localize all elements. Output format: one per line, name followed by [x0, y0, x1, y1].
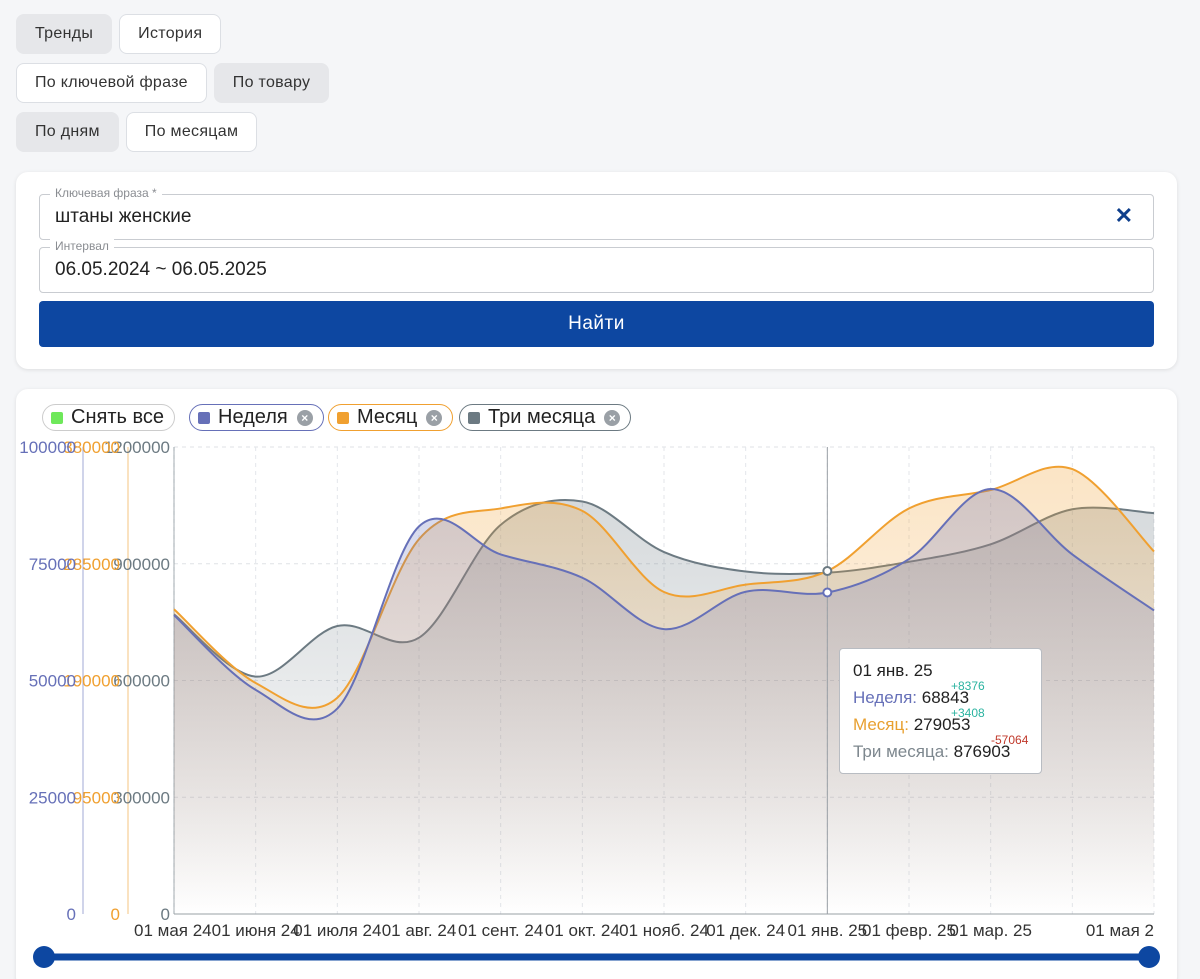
legend-item-month[interactable]: Месяц × — [328, 404, 454, 431]
remove-circle-icon[interactable]: × — [604, 409, 621, 426]
y-axis-tick-label: 25000 — [29, 788, 76, 807]
tooltip-title: 01 янв. 25 — [853, 661, 933, 680]
x-axis-tick-label: 01 мая 24 — [134, 921, 212, 940]
tooltip-row-three-months: Три месяца: 876903 -57064 — [853, 733, 1029, 761]
x-axis-tick-label: 01 мая 2 — [1086, 921, 1154, 940]
x-axis-tick-label: 01 июля 24 — [293, 921, 381, 940]
search-by-keyword-button[interactable]: По ключевой фразе — [16, 63, 207, 103]
granularity-toggle-group: По дням По месяцам — [16, 112, 258, 152]
x-axis-tick-label: 01 янв. 25 — [788, 921, 868, 940]
interval-field-label: Интервал — [50, 238, 114, 254]
search-form-card: Ключевая фраза * штаны женские ✕ Интерва… — [16, 172, 1177, 369]
x-axis-tick-label: 01 сент. 24 — [458, 921, 543, 940]
y-axis-tick-label: 900000 — [113, 555, 170, 574]
range-slider-start-handle[interactable] — [33, 946, 55, 968]
series-area — [174, 489, 1154, 914]
by-days-button[interactable]: По дням — [16, 112, 119, 152]
legend-swatch — [198, 411, 210, 424]
find-button[interactable]: Найти — [39, 301, 1154, 347]
hover-point — [822, 566, 833, 577]
mode-toggle-group: Тренды История — [16, 14, 222, 54]
y-axis-tick-label: 95000 — [73, 788, 120, 807]
legend-deselect-all-label: Снять все — [71, 406, 164, 428]
x-axis-tick-label: 01 февр. 25 — [862, 921, 956, 940]
y-axis-tick-label: 380000 — [63, 438, 120, 457]
y-axis-tick-label: 190000 — [63, 672, 120, 691]
x-axis-tick-label: 01 мар. 25 — [949, 921, 1032, 940]
interval-field-value[interactable]: 06.05.2024 ~ 06.05.2025 — [55, 259, 267, 280]
x-axis-tick-label: 01 авг. 24 — [382, 921, 457, 940]
legend-item-week-label: Неделя — [218, 406, 288, 428]
keyword-field[interactable]: Ключевая фраза * штаны женские ✕ — [39, 185, 1154, 240]
legend-item-week[interactable]: Неделя × — [189, 404, 324, 431]
interval-field[interactable]: Интервал 06.05.2024 ~ 06.05.2025 — [39, 238, 1154, 293]
remove-circle-icon[interactable]: × — [426, 409, 443, 426]
y-axis-tick-label: 1200000 — [104, 438, 170, 457]
y-axis-tick-label: 600000 — [113, 672, 170, 691]
legend-swatch — [468, 411, 480, 424]
mode-history-button[interactable]: История — [119, 14, 222, 54]
x-axis-tick-label: 01 дек. 24 — [706, 921, 785, 940]
tooltip-delta: -57064 — [991, 733, 1029, 747]
chart-tooltip: 01 янв. 25 Неделя: 68843 +8376 Месяц: 27… — [839, 648, 1042, 774]
series-line — [173, 488, 1155, 721]
tooltip-delta: +8376 — [951, 679, 985, 693]
y-axis-tick-label: 100000 — [19, 438, 76, 457]
y-axis-tick-label: 0 — [111, 905, 120, 924]
tooltip-delta: +3408 — [951, 706, 985, 720]
y-axis-tick-label: 300000 — [113, 788, 170, 807]
hover-point — [822, 587, 833, 598]
remove-circle-icon[interactable]: × — [296, 409, 313, 426]
y-axis-tick-label: 0 — [161, 905, 170, 924]
by-months-button[interactable]: По месяцам — [125, 112, 258, 152]
legend-swatch — [337, 411, 349, 424]
keyword-field-label: Ключевая фраза * — [50, 185, 162, 201]
y-axis-tick-label: 0 — [67, 905, 76, 924]
mode-trends-button[interactable]: Тренды — [16, 14, 113, 54]
close-icon[interactable]: ✕ — [1114, 203, 1133, 228]
y-axis-tick-label: 285000 — [63, 555, 120, 574]
legend-swatch — [51, 411, 63, 424]
tooltip-row-week: Неделя: 68843 +8376 — [853, 679, 985, 707]
x-axis-tick-label: 01 нояб. 24 — [619, 921, 709, 940]
y-axis-tick-label: 50000 — [29, 672, 76, 691]
range-slider-end-handle[interactable] — [1138, 946, 1160, 968]
x-axis-tick-label: 01 окт. 24 — [545, 921, 620, 940]
y-axis-tick-label: 75000 — [29, 555, 76, 574]
x-axis-tick-label: 01 июня 24 — [212, 921, 300, 940]
legend-item-three-months[interactable]: Три месяца × — [459, 404, 632, 431]
search-by-product-button[interactable]: По товару — [213, 63, 330, 103]
keyword-field-value[interactable]: штаны женские — [55, 206, 192, 227]
search-by-toggle-group: По ключевой фразе По товару — [16, 63, 330, 103]
tooltip-row-month: Месяц: 279053 +3408 — [853, 706, 985, 734]
legend-item-three-months-label: Три месяца — [488, 406, 596, 428]
legend-deselect-all[interactable]: Снять все — [42, 404, 175, 431]
legend-item-month-label: Месяц — [357, 406, 418, 428]
